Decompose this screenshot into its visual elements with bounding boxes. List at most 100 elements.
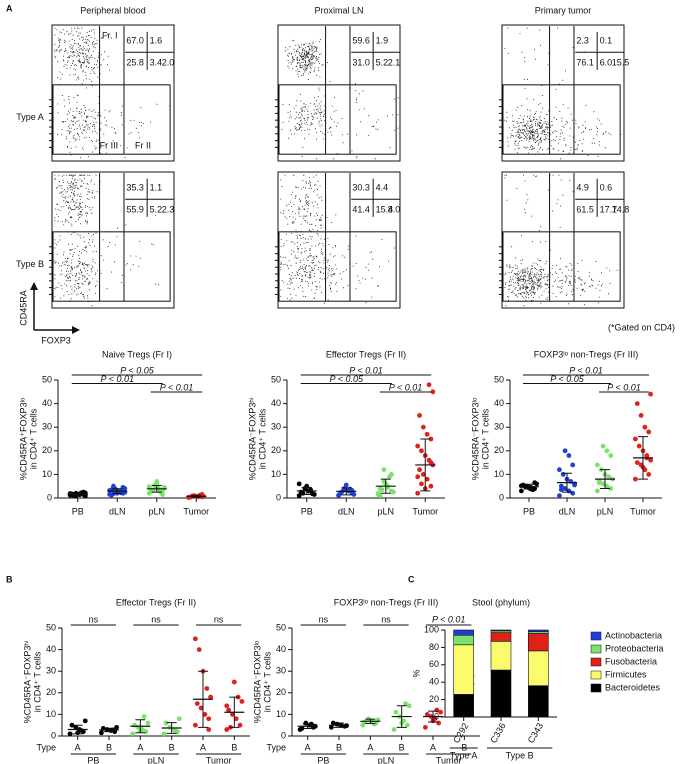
fraction-label: Fr II [135,140,151,150]
data-point [73,724,79,730]
y-tick-label: 40 [271,398,281,408]
group-label: PB [87,755,99,764]
error-bar [600,469,610,490]
x-tick-label: dLN [338,506,355,516]
flow-events [54,174,160,307]
y-tick-label: 100 [424,624,439,634]
y-axis-label: in CD4⁺ T cells [28,408,38,469]
gate-percentage: 61.5 [576,204,594,214]
error-bar [524,483,534,490]
data-point [99,730,104,736]
significance-label: P < 0.01 [101,374,134,384]
data-point [648,391,653,397]
significance-label: P < 0.05 [550,374,584,384]
y-tick-label: 80 [429,642,439,652]
y-tick-label: 40 [276,644,286,654]
bar-segment [528,650,549,686]
x-tick-label: A [200,742,206,752]
data-point [608,486,614,491]
data-point [224,727,230,732]
data-point [206,727,212,732]
gate-percentage: 55.9 [126,204,144,214]
data-point [420,472,426,477]
y-tick-label: 30 [271,422,281,432]
y-tick-label: 40 [46,644,56,654]
data-point [224,703,230,709]
data-point [596,480,602,486]
gate-percentage: 8.0 [388,204,401,214]
flow-plot-frame [277,171,401,309]
y-tick-label: 0 [499,492,504,502]
gate-percentage: 41.4 [352,204,370,214]
y-tick-label: 30 [46,666,56,676]
data-point [634,401,640,406]
data-point [161,485,167,491]
data-point [141,714,147,719]
x-tick-label: dLN [109,506,126,516]
data-point [600,443,606,449]
panel-label: C [408,574,415,584]
significance-label: P < 0.01 [607,382,640,392]
error-bar [112,488,123,495]
x-tick-label: PB [72,506,84,516]
data-point [566,453,572,458]
data-point [161,731,167,737]
gate-percentage: 1.6 [150,36,163,46]
significance-label: ns [89,614,99,624]
gate-percentage: 30.3 [352,183,370,193]
x-tick-label: B [169,742,175,752]
y-tick-label: 0 [51,730,56,740]
data-point [198,705,204,711]
error-bar [638,436,648,480]
flow-events [54,27,171,159]
data-point [519,483,524,489]
data-point [202,712,208,717]
data-point [406,703,412,709]
data-point [226,707,232,713]
y-tick-label: 10 [494,469,504,479]
data-point [206,716,212,722]
data-point [239,699,245,704]
data-point [299,726,305,731]
x-tick-label: B [461,742,467,752]
data-point [393,709,399,715]
x-tick-label: C336 [488,721,507,745]
legend-swatch [590,670,602,680]
bar-segment [453,694,474,718]
subgroup-axis-label: Type [36,742,56,752]
y-axis-label: in CD4⁺ T cells [262,651,272,712]
data-point [146,484,152,490]
y-axis-label: % [411,669,421,677]
significance-label: P < 0.01 [349,365,382,375]
panel-label: A [6,3,13,13]
data-point [163,720,169,726]
y-tick-label: 40 [42,398,52,408]
data-point [208,694,214,700]
error-bar [365,718,376,724]
data-point [557,467,562,473]
data-point [423,724,428,730]
x-tick-label: A [367,742,373,752]
y-tick-label: 0 [434,711,439,721]
flow-plot-frame [51,24,175,162]
flow-events [280,174,395,304]
data-point [415,490,421,496]
x-tick-label: B [399,742,405,752]
data-point [419,481,424,487]
bar-segment [490,629,512,632]
y-tick-label: 0 [281,730,286,740]
gate-percentage: 2.3 [576,36,589,46]
error-bar [302,723,313,729]
y-tick-label: 30 [42,422,52,432]
legend-label: Actinobacteria [605,630,662,640]
y-tick-label: 10 [46,709,56,719]
gate-percentage: 17.7 [600,204,618,214]
data-point [310,491,315,497]
data-point [600,481,606,487]
data-point [69,722,75,728]
error-bar [380,478,391,494]
gating-note: (*Gated on CD4) [608,322,675,332]
flow-plot-frame [277,24,401,162]
x-tick-label: PB [301,506,313,516]
y-axis-label: %CD45RA⁺FOXP3ˡᵒ [18,397,28,480]
